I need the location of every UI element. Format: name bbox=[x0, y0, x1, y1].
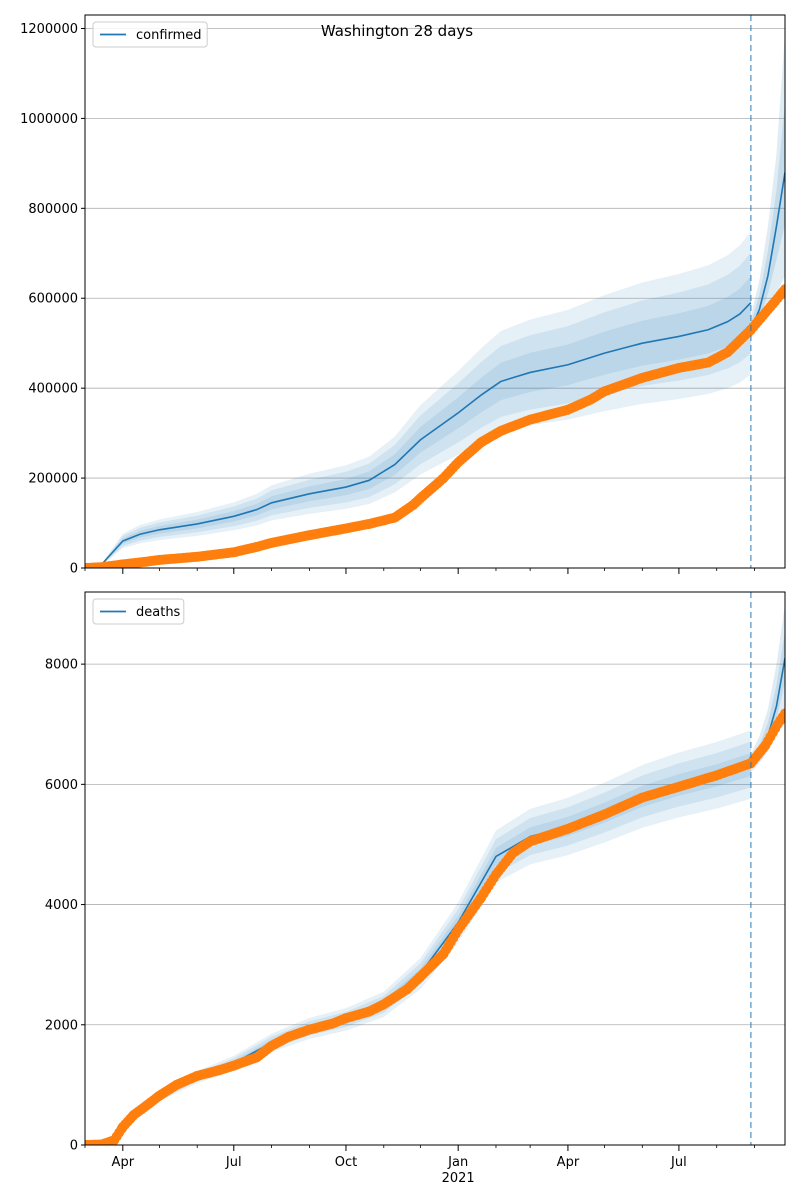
y-tick-label: 6000 bbox=[45, 778, 78, 793]
fit-uncertainty-band bbox=[85, 231, 751, 568]
y-tick-label: 2000 bbox=[45, 1018, 78, 1033]
fit-uncertainty-band bbox=[108, 730, 751, 1143]
observed-point bbox=[780, 284, 785, 295]
y-tick-label: 4000 bbox=[45, 898, 78, 913]
y-tick-label: 600000 bbox=[28, 292, 78, 307]
legend-box bbox=[92, 598, 185, 625]
y-tick-label: 0 bbox=[70, 562, 78, 577]
y-tick-label: 400000 bbox=[28, 382, 78, 397]
confirmed-observed-points bbox=[85, 284, 785, 568]
chart-title: Washington 28 days bbox=[321, 22, 473, 40]
x-tick-label: Jul bbox=[670, 1155, 687, 1170]
x-tick-label: Jan bbox=[447, 1155, 468, 1170]
axes-frame bbox=[84, 591, 786, 1146]
x-year-label: 2021 bbox=[442, 1171, 475, 1186]
confirmed-axes: 0 200000 400000 600000 800000 1000000 1200000 bbox=[20, 14, 786, 577]
fit-line bbox=[85, 302, 752, 568]
deaths-observed-points bbox=[85, 708, 785, 1145]
axes-frame bbox=[84, 14, 786, 569]
legend-label: confirmed bbox=[136, 28, 202, 43]
confirmed-legend: confirmed bbox=[92, 21, 208, 48]
y-tick-label: 800000 bbox=[28, 202, 78, 217]
x-tick-label: Apr bbox=[112, 1155, 135, 1170]
y-tick-label: 8000 bbox=[45, 658, 78, 673]
deaths-legend: deaths bbox=[92, 598, 185, 625]
legend-label: deaths bbox=[136, 605, 181, 620]
confirmed-panel: 020000040000060000080000010000001200000 … bbox=[20, 14, 786, 577]
fit-uncertainty-band bbox=[85, 252, 751, 568]
y-tick-label: 1200000 bbox=[20, 22, 78, 37]
x-tick-label: Jul bbox=[225, 1155, 242, 1170]
fit-uncertainty-band bbox=[85, 276, 751, 568]
y-tick-label: 200000 bbox=[28, 472, 78, 487]
legend-box bbox=[92, 21, 208, 48]
forecast-uncertainty-band bbox=[750, 32, 785, 339]
deaths-axes: 0 2000 4000 6000 8000 Apr Jul Oct Jan Apr Jul 2021 bbox=[45, 591, 786, 1186]
x-tick-label: Oct bbox=[335, 1155, 357, 1170]
y-tick-label: 1000000 bbox=[20, 112, 78, 127]
y-tick-label: 0 bbox=[70, 1139, 78, 1154]
observed-point bbox=[780, 708, 785, 719]
x-tick-label: Apr bbox=[557, 1155, 580, 1170]
